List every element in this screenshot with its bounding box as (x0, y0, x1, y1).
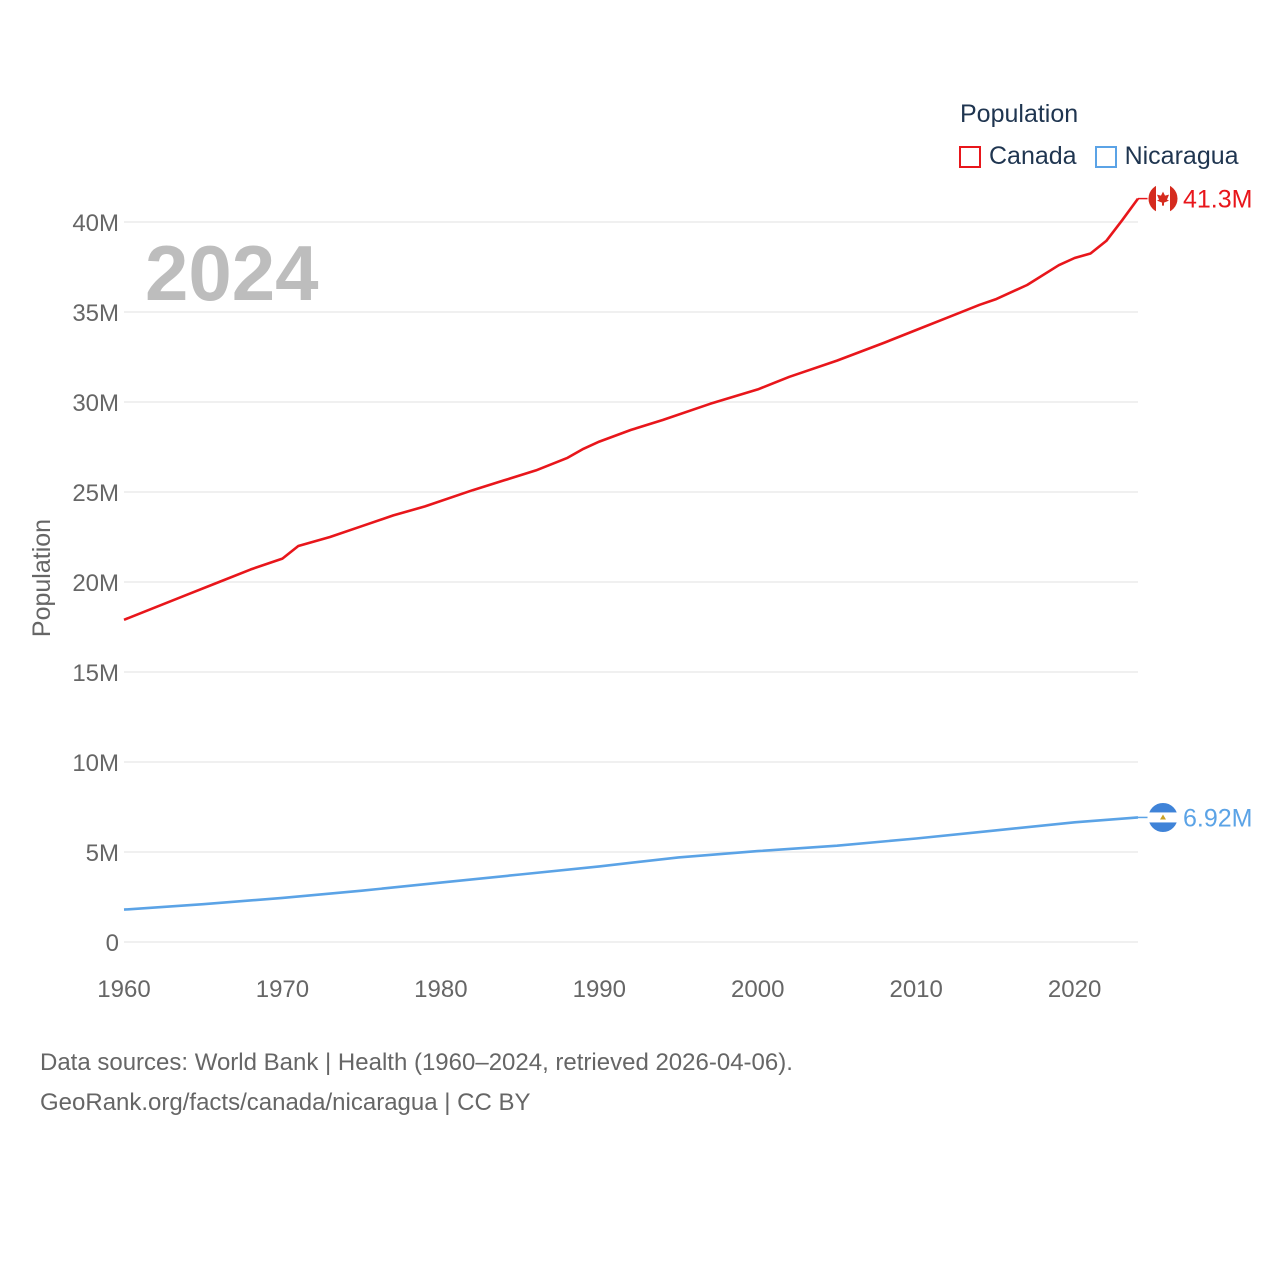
x-tick-label: 2000 (731, 976, 784, 1003)
legend-swatch-nicaragua (1094, 145, 1117, 168)
x-tick-label: 1990 (573, 976, 626, 1003)
series-lines (123, 197, 1140, 911)
legend-title: Population (960, 100, 1079, 128)
flag-canada-icon (1147, 183, 1179, 215)
y-axis-ticks: 0 5M 10M 15M 20M 25M 30M 35M 40M (72, 210, 119, 957)
y-axis-label: Population (28, 519, 56, 637)
series-end-markers: 41.3M 6.92M (1138, 183, 1252, 833)
source-note: Data sources: World Bank | Health (1960–… (40, 1043, 793, 1123)
legend-item-canada[interactable]: Canada (959, 142, 1077, 171)
y-tick-label: 35M (72, 300, 119, 327)
y-tick-label: 25M (72, 480, 119, 507)
y-tick-label: 10M (72, 750, 119, 777)
series-line-nicaragua (123, 816, 1139, 911)
year-watermark: 2024 (145, 229, 319, 317)
legend-label-nicaragua: Nicaragua (1124, 142, 1239, 170)
grid (124, 221, 1138, 943)
flag-nicaragua-icon (1147, 801, 1179, 833)
x-tick-label: 2020 (1048, 976, 1101, 1003)
y-tick-label: 0 (106, 930, 119, 957)
x-tick-label: 1960 (97, 976, 150, 1003)
y-tick-label: 30M (72, 390, 119, 417)
legend-item-nicaragua[interactable]: Nicaragua (1094, 142, 1239, 171)
y-tick-label: 40M (72, 210, 119, 237)
legend: Canada Nicaragua (959, 142, 1257, 171)
source-line-2[interactable]: GeoRank.org/facts/canada/nicaragua | CC … (40, 1089, 531, 1116)
legend-label-canada: Canada (989, 142, 1077, 170)
x-axis-ticks: 1960 1970 1980 1990 2000 2010 2020 (97, 976, 1101, 1003)
end-value-label-canada: 41.3M (1183, 186, 1252, 214)
x-tick-label: 1970 (256, 976, 309, 1003)
y-tick-label: 15M (72, 660, 119, 687)
x-tick-label: 1980 (414, 976, 467, 1003)
legend-swatch-canada (959, 145, 981, 168)
series-line-canada (123, 197, 1140, 622)
y-tick-label: 20M (72, 570, 119, 597)
x-tick-label: 2010 (889, 976, 942, 1003)
source-line-1: Data sources: World Bank | Health (1960–… (40, 1049, 793, 1076)
y-tick-label: 5M (86, 840, 119, 867)
end-value-label-nicaragua: 6.92M (1183, 804, 1252, 832)
